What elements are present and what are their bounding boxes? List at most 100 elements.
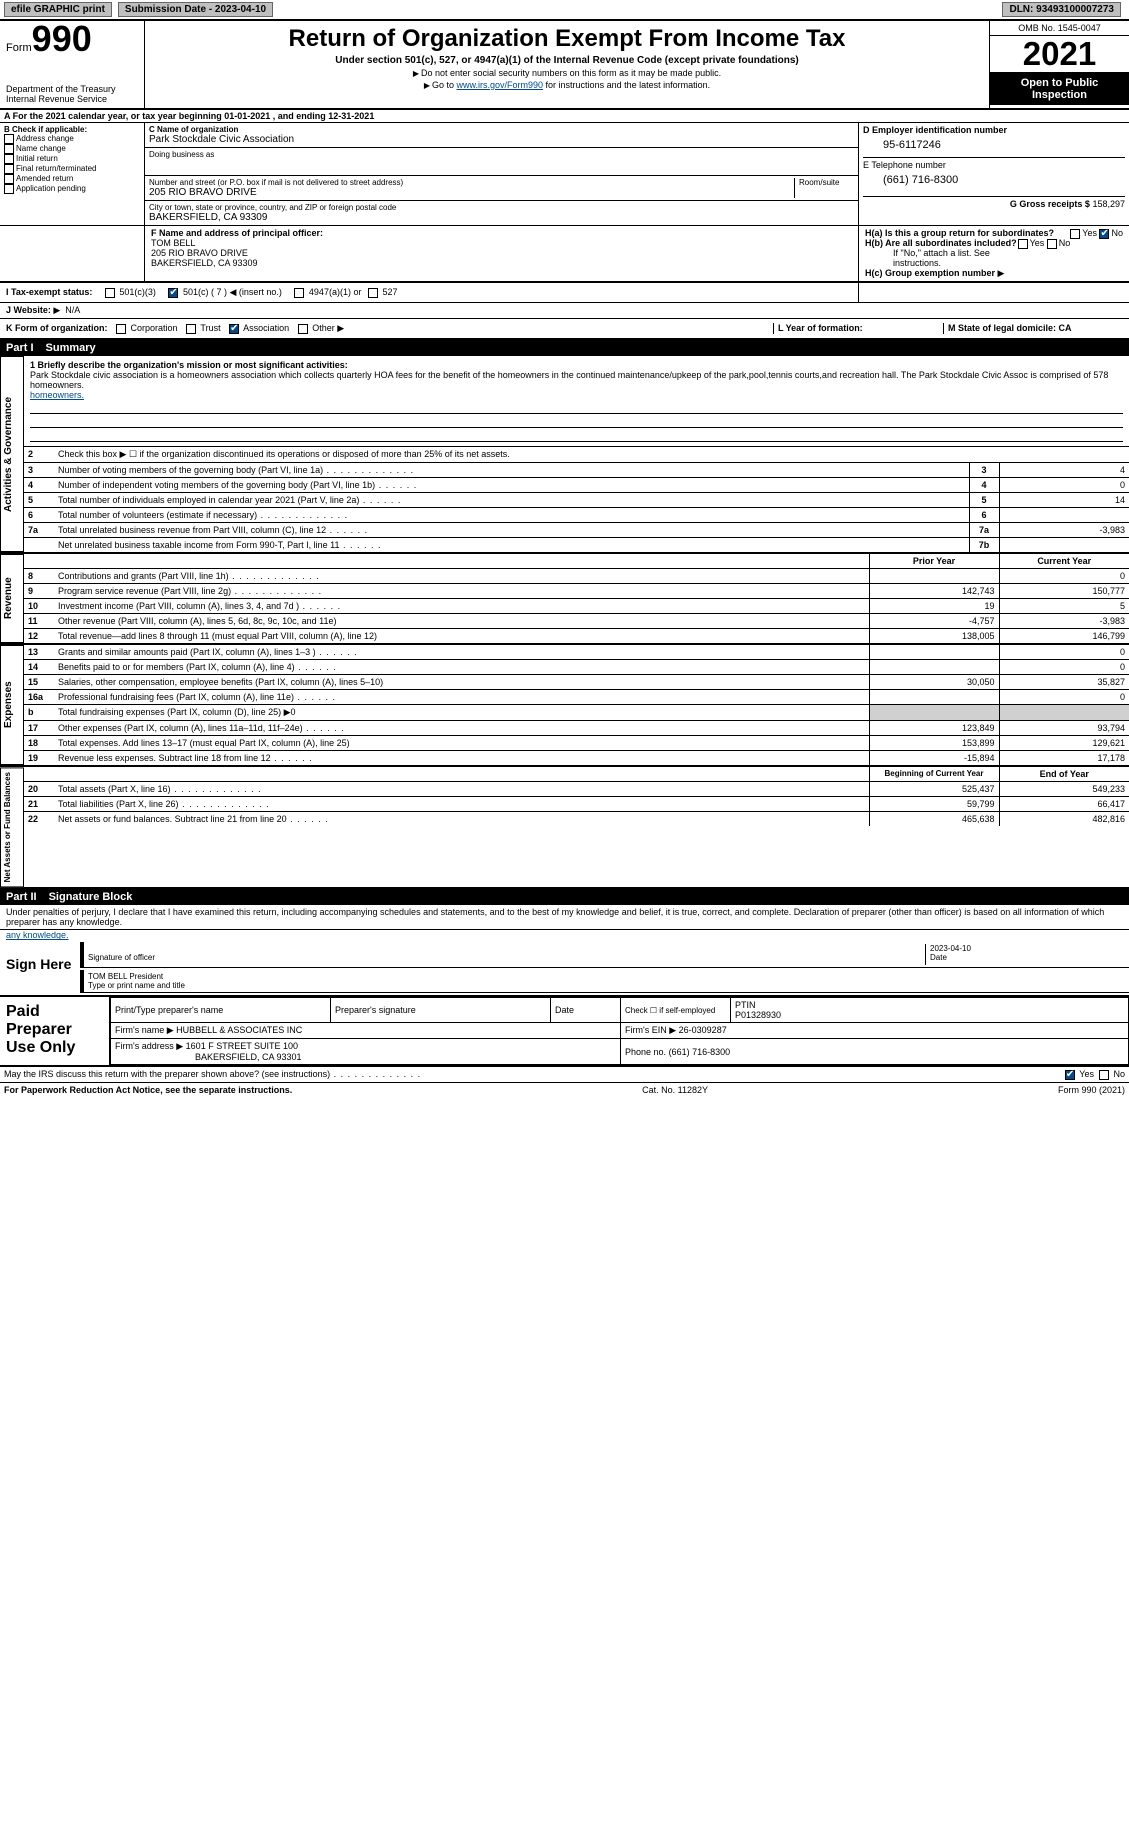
line14-prior — [869, 660, 999, 675]
corp-checkbox[interactable] — [116, 324, 126, 334]
hb-note: If "No," attach a list. See instructions… — [865, 248, 1123, 268]
firm-addr2: BAKERSFIELD, CA 93301 — [115, 1052, 302, 1062]
line18-label: Total expenses. Add lines 13–17 (must eq… — [54, 736, 869, 751]
name-change-checkbox[interactable] — [4, 144, 14, 154]
sign-here-label: Sign Here — [0, 940, 80, 995]
sig-date-label: Date — [930, 953, 947, 962]
line22-current: 482,816 — [999, 812, 1129, 827]
line13-label: Grants and similar amounts paid (Part IX… — [54, 645, 869, 660]
discuss-yes-checkbox[interactable] — [1065, 1070, 1075, 1080]
prep-phone: (661) 716-8300 — [669, 1047, 731, 1057]
discuss-no-checkbox[interactable] — [1099, 1070, 1109, 1080]
room-label: Room/suite — [794, 178, 854, 198]
tax-year: 2021 — [990, 36, 1129, 73]
line18-prior: 153,899 — [869, 736, 999, 751]
irs-link[interactable]: www.irs.gov/Form990 — [457, 80, 544, 90]
501c3-checkbox[interactable] — [105, 288, 115, 298]
hb-no-checkbox[interactable] — [1047, 239, 1057, 249]
line17-current: 93,794 — [999, 721, 1129, 736]
other-checkbox[interactable] — [298, 324, 308, 334]
penalties-text: Under penalties of perjury, I declare th… — [0, 905, 1129, 930]
527-checkbox[interactable] — [368, 288, 378, 298]
l-yof: L Year of formation: — [778, 323, 863, 333]
city-value: BAKERSFIELD, CA 93309 — [149, 212, 854, 223]
block-b-label: B Check if applicable: — [4, 125, 140, 134]
line21-current: 66,417 — [999, 797, 1129, 812]
501c3-label: 501(c)(3) — [119, 287, 156, 297]
c-label: C Name of organization — [149, 125, 854, 134]
app-pending-checkbox[interactable] — [4, 184, 14, 194]
line5-val: 14 — [999, 493, 1129, 508]
e-label: E Telephone number — [863, 157, 1125, 170]
side-expenses: Expenses — [0, 645, 24, 765]
street-label: Number and street (or P.O. box if mail i… — [149, 178, 794, 187]
prior-year-header: Prior Year — [869, 554, 999, 569]
amended-checkbox[interactable] — [4, 174, 14, 184]
end-year-header: End of Year — [999, 767, 1129, 782]
prep-h1: Print/Type preparer's name — [111, 998, 331, 1023]
dln-label: DLN: 93493100007273 — [1002, 2, 1121, 17]
address-change-checkbox[interactable] — [4, 134, 14, 144]
line14-current: 0 — [999, 660, 1129, 675]
submission-button[interactable]: Submission Date - 2023-04-10 — [118, 2, 273, 17]
part-i-no: Part I — [6, 342, 46, 354]
initial-return-checkbox[interactable] — [4, 154, 14, 164]
pra-notice: For Paperwork Reduction Act Notice, see … — [4, 1085, 292, 1095]
line4-label: Number of independent voting members of … — [54, 478, 969, 493]
line19-current: 17,178 — [999, 751, 1129, 766]
line3-val: 4 — [999, 463, 1129, 478]
trust-label: Trust — [200, 323, 220, 333]
hb-yes-checkbox[interactable] — [1018, 239, 1028, 249]
line10-label: Investment income (Part VIII, column (A)… — [54, 599, 869, 614]
omb-number: OMB No. 1545-0047 — [990, 21, 1129, 36]
line9-current: 150,777 — [999, 584, 1129, 599]
4947-checkbox[interactable] — [294, 288, 304, 298]
sig-date-val: 2023-04-10 — [930, 944, 971, 953]
prep-h2: Preparer's signature — [331, 998, 551, 1023]
homeowners-link[interactable]: homeowners. — [30, 390, 84, 400]
ptin-value: P01328930 — [735, 1010, 781, 1020]
part-ii-title: Signature Block — [49, 891, 133, 903]
note-goto-prefix: Go to — [424, 80, 457, 90]
line19-prior: -15,894 — [869, 751, 999, 766]
firm-name: HUBBELL & ASSOCIATES INC — [176, 1025, 302, 1035]
side-revenue: Revenue — [0, 554, 24, 643]
final-return-checkbox[interactable] — [4, 164, 14, 174]
line11-label: Other revenue (Part VIII, column (A), li… — [54, 614, 869, 629]
4947-label: 4947(a)(1) or — [309, 287, 362, 297]
527-label: 527 — [382, 287, 397, 297]
officer-name: TOM BELL — [151, 238, 852, 248]
officer-name-title: TOM BELL President — [88, 972, 163, 981]
assoc-checkbox[interactable] — [229, 324, 239, 334]
line9-prior: 142,743 — [869, 584, 999, 599]
line13-current: 0 — [999, 645, 1129, 660]
trust-checkbox[interactable] — [186, 324, 196, 334]
hb-no: No — [1059, 238, 1071, 248]
g-label: G Gross receipts $ — [1010, 199, 1090, 209]
efile-button[interactable]: efile GRAPHIC print — [4, 2, 112, 17]
line2: Check this box ▶ ☐ if the organization d… — [54, 447, 1129, 463]
501c-checkbox[interactable] — [168, 288, 178, 298]
knowledge-link[interactable]: any knowledge. — [6, 930, 69, 940]
hc-label: H(c) Group exemption number — [865, 268, 995, 278]
hb-label: H(b) Are all subordinates included? — [865, 238, 1017, 248]
officer-addr2: BAKERSFIELD, CA 93309 — [151, 258, 852, 268]
irs-label: Internal Revenue Service — [6, 94, 138, 104]
note-ssn: Do not enter social security numbers on … — [151, 68, 983, 78]
firm-addr-label: Firm's address ▶ — [115, 1041, 183, 1051]
prep-h4a: Check ☐ if self-employed — [621, 998, 731, 1023]
ein-value: 95-6117246 — [883, 139, 1125, 151]
line15-prior: 30,050 — [869, 675, 999, 690]
ha-yes-checkbox[interactable] — [1070, 229, 1080, 239]
line15-label: Salaries, other compensation, employee b… — [54, 675, 869, 690]
ha-label: H(a) Is this a group return for subordin… — [865, 228, 1054, 238]
phone-value: (661) 716-8300 — [883, 174, 1125, 186]
line7b-label: Net unrelated business taxable income fr… — [54, 538, 969, 553]
line17-label: Other expenses (Part IX, column (A), lin… — [54, 721, 869, 736]
line10-current: 5 — [999, 599, 1129, 614]
line7a-val: -3,983 — [999, 523, 1129, 538]
line15-current: 35,827 — [999, 675, 1129, 690]
form-footer: Form 990 (2021) — [1058, 1085, 1125, 1095]
line1-label: 1 Briefly describe the organization's mi… — [30, 360, 348, 370]
ha-no-checkbox[interactable] — [1099, 229, 1109, 239]
